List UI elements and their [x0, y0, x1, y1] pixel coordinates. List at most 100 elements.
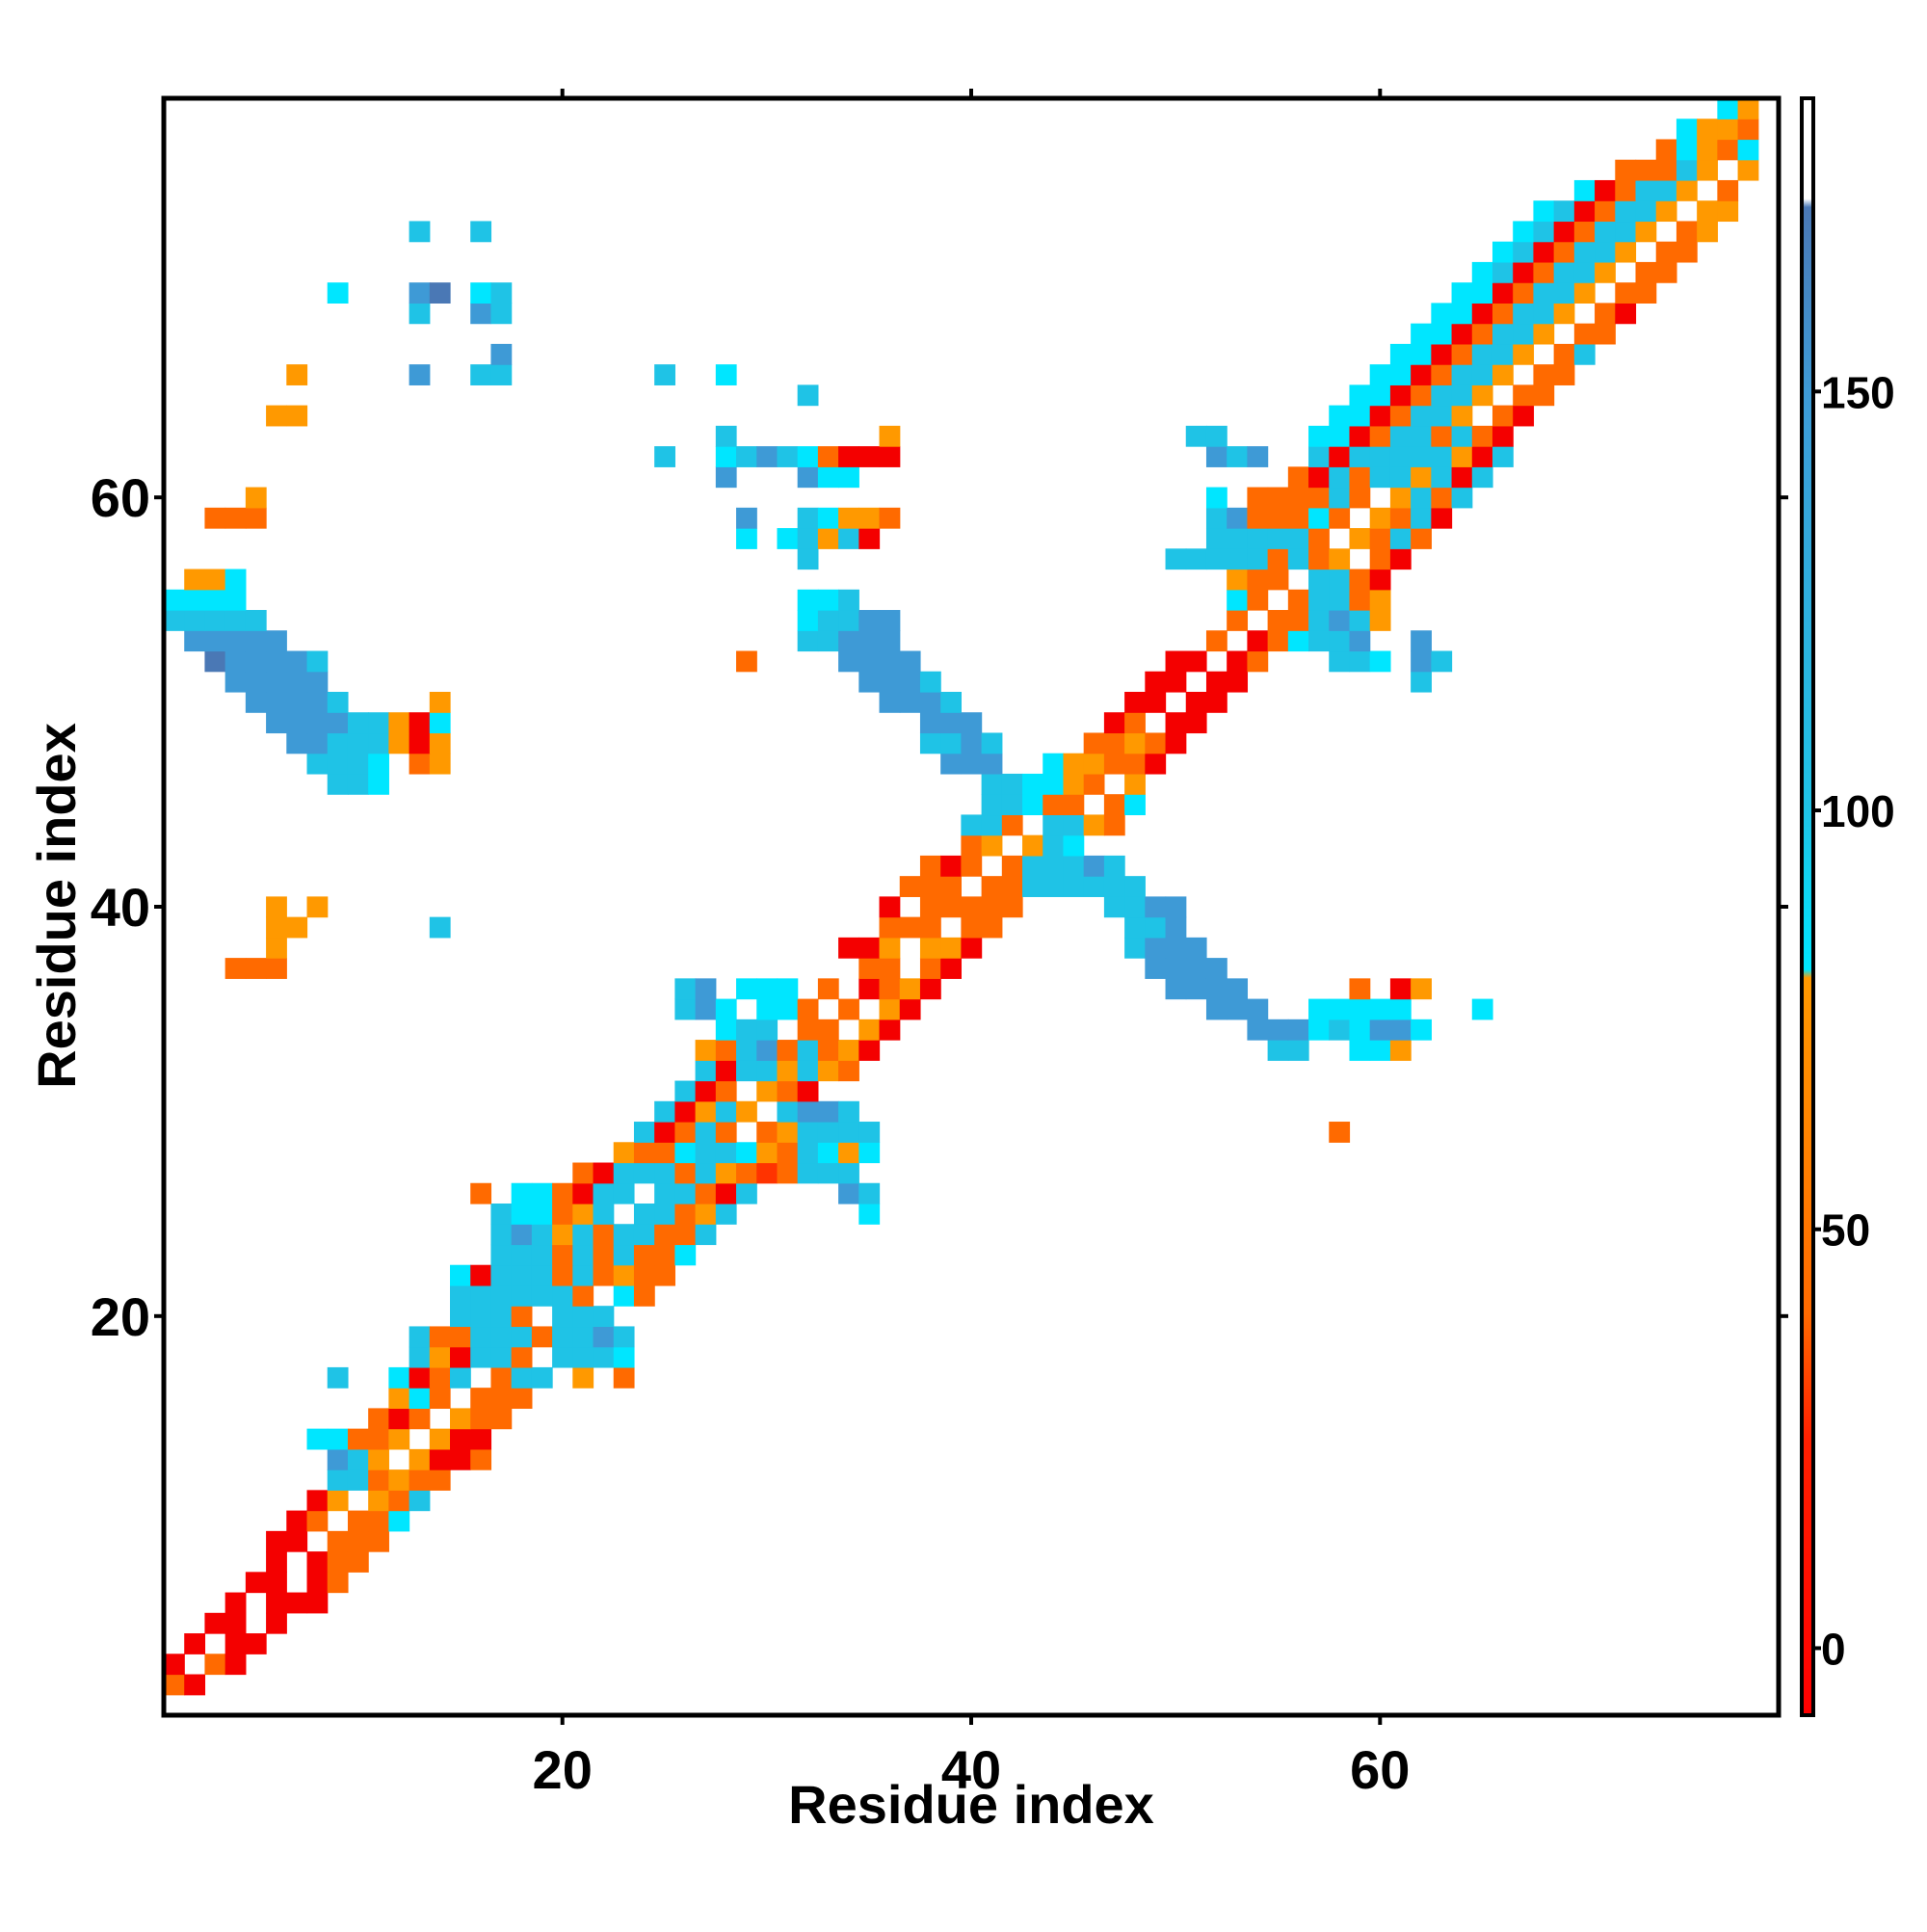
heatmap-cell [940, 937, 962, 959]
heatmap-cell [1451, 446, 1473, 467]
heatmap-cell [286, 405, 308, 427]
heatmap-cell [1513, 384, 1535, 407]
heatmap-cell [347, 1469, 369, 1491]
heatmap-cell [756, 1162, 779, 1184]
heatmap-cell [1553, 282, 1575, 304]
heatmap-cell [1267, 569, 1289, 591]
heatmap-cell [981, 896, 1003, 918]
heatmap-cell [1227, 528, 1249, 549]
heatmap-cell [286, 364, 308, 385]
heatmap-cell [1553, 221, 1575, 243]
heatmap-cell [879, 958, 901, 979]
heatmap-cell [1308, 446, 1330, 467]
heatmap-cell [347, 773, 369, 795]
heatmap-cell [1491, 446, 1514, 467]
heatmap-cell [1411, 343, 1432, 365]
heatmap-cell [184, 610, 206, 631]
heatmap-cell [817, 507, 839, 529]
colorbar-gradient [1800, 96, 1815, 1717]
heatmap-cell [715, 1060, 737, 1082]
heatmap-cell [306, 1428, 329, 1450]
heatmap-cell [1533, 241, 1555, 263]
heatmap-cell [1349, 630, 1371, 652]
heatmap-cell [1227, 671, 1249, 693]
heatmap-cell [409, 1448, 431, 1470]
heatmap-cell [1615, 241, 1637, 263]
heatmap-cell [613, 1244, 635, 1266]
heatmap-cell [593, 1346, 615, 1368]
heatmap-cell [327, 1572, 349, 1594]
heatmap-cell [429, 1366, 451, 1389]
heatmap-cell [919, 876, 941, 897]
heatmap-cell [1451, 323, 1473, 345]
heatmap-cell [511, 1306, 533, 1328]
heatmap-cell [1389, 466, 1412, 489]
heatmap-cell [777, 528, 799, 549]
heatmap-cell [552, 1326, 573, 1348]
heatmap-cell [572, 1182, 594, 1204]
heatmap-cell [695, 978, 717, 1000]
heatmap-cells [164, 98, 1759, 1696]
heatmap-cell [450, 1448, 471, 1470]
heatmap-cell [1431, 303, 1453, 325]
heatmap-cell [674, 1142, 697, 1164]
heatmap-cell [1308, 630, 1330, 652]
heatmap-cell [736, 1040, 757, 1061]
heatmap-cell [797, 630, 819, 652]
colorbar-tick-label: 0 [1821, 1624, 1846, 1674]
heatmap-cell [429, 1469, 451, 1491]
heatmap-cell [429, 1428, 451, 1450]
heatmap-cell [756, 1122, 779, 1143]
heatmap-cell [368, 773, 389, 795]
heatmap-cell [777, 1040, 799, 1061]
heatmap-cell [572, 1244, 594, 1266]
x-tick-label: 40 [941, 1739, 1001, 1800]
heatmap-cell [1329, 610, 1351, 631]
heatmap-cell [470, 1346, 492, 1368]
heatmap-cell [1247, 487, 1269, 509]
heatmap-cell [1247, 998, 1269, 1020]
y-axis-label: Residue index [26, 723, 87, 1089]
heatmap-cell [1083, 773, 1105, 795]
heatmap-cell [429, 732, 451, 754]
heatmap-cell [1227, 978, 1249, 1000]
heatmap-cell [1471, 343, 1493, 365]
heatmap-cell [1165, 671, 1187, 693]
heatmap-cell [1165, 896, 1187, 918]
heatmap-cell [1573, 179, 1596, 201]
heatmap-cell [858, 1040, 881, 1061]
heatmap-cell [1553, 364, 1575, 385]
heatmap-cell [817, 1060, 839, 1082]
heatmap-cell [817, 1162, 839, 1184]
heatmap-cell [654, 1142, 675, 1164]
heatmap-cell [981, 773, 1003, 795]
heatmap-cell [715, 1142, 737, 1164]
heatmap-cell [224, 589, 247, 611]
heatmap-cell [429, 712, 451, 734]
heatmap-cell [1411, 446, 1432, 467]
heatmap-cell [511, 1224, 533, 1246]
heatmap-cell [633, 1244, 655, 1266]
heatmap-cell [756, 998, 779, 1020]
heatmap-cell [633, 1122, 655, 1143]
heatmap-cell [1553, 261, 1575, 283]
heatmap-cell [409, 221, 431, 243]
heatmap-cell [1287, 1040, 1309, 1061]
heatmap-cell [327, 712, 349, 734]
heatmap-cell [1595, 221, 1616, 243]
heatmap-cell [981, 834, 1003, 857]
heatmap-cell [1205, 998, 1227, 1020]
heatmap-cell [429, 691, 451, 713]
heatmap-cell [1615, 200, 1637, 223]
heatmap-cell [695, 1040, 717, 1061]
heatmap-cell [531, 1203, 553, 1225]
heatmap-cell [1471, 425, 1493, 447]
heatmap-cell [1595, 179, 1616, 201]
heatmap-cell [1063, 773, 1085, 795]
heatmap-cell [306, 1490, 329, 1512]
heatmap-cell [347, 1428, 369, 1450]
heatmap-cell [919, 691, 941, 713]
heatmap-cell [184, 1633, 206, 1654]
heatmap-cell [1635, 282, 1657, 304]
heatmap-cell [1103, 794, 1125, 816]
